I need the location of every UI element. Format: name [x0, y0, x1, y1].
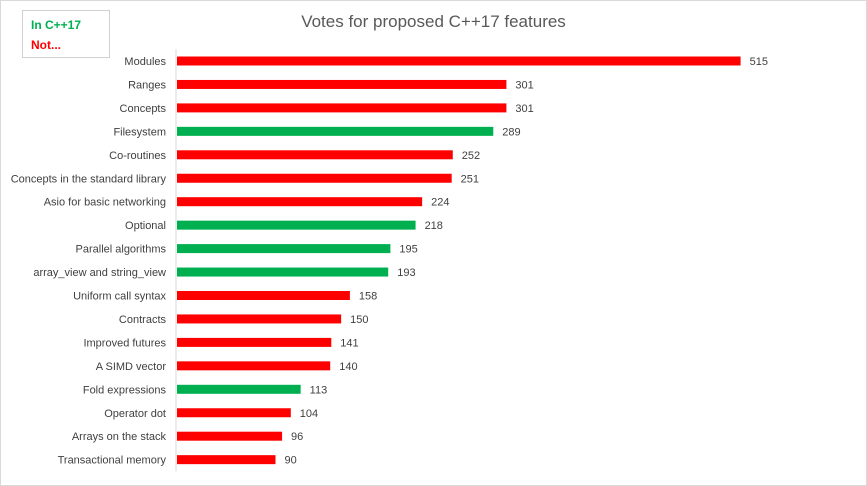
data-label: 224 — [431, 197, 449, 209]
bar — [177, 103, 507, 113]
category-label: Modules — [124, 56, 166, 68]
data-label: 301 — [515, 103, 533, 115]
chart-title: Votes for proposed C++17 features — [301, 12, 566, 31]
data-label: 104 — [300, 408, 318, 420]
data-label: 141 — [340, 337, 358, 349]
bar — [177, 408, 291, 418]
category-label: A SIMD vector — [96, 361, 167, 373]
category-label: Improved futures — [83, 337, 166, 349]
bar — [177, 220, 416, 230]
data-label: 158 — [359, 291, 377, 303]
category-label: Fold expressions — [83, 384, 167, 396]
data-label: 150 — [350, 314, 368, 326]
bar — [177, 126, 494, 136]
category-label: Ranges — [128, 79, 166, 91]
data-label: 289 — [502, 126, 520, 138]
bar — [177, 79, 507, 89]
bar — [177, 291, 350, 300]
legend: In C++17 Not... — [22, 10, 110, 58]
bar — [177, 267, 389, 277]
category-label: Operator dot — [104, 408, 166, 420]
data-label: 301 — [515, 79, 533, 91]
bar — [177, 197, 423, 207]
legend-entry-in: In C++17 — [31, 18, 82, 32]
category-label: Asio for basic networking — [44, 197, 166, 209]
category-label: Optional — [125, 220, 166, 232]
category-label: Uniform call syntax — [73, 291, 166, 303]
data-label: 140 — [339, 361, 357, 373]
data-label: 251 — [461, 173, 479, 185]
category-label: array_view and string_view — [33, 267, 166, 279]
data-label: 515 — [750, 56, 768, 68]
bar — [177, 361, 331, 371]
data-label: 252 — [462, 150, 480, 162]
category-label: Concepts in the standard library — [11, 173, 167, 185]
bar — [177, 384, 301, 394]
category-label: Transactional memory — [58, 455, 167, 467]
bar — [177, 244, 391, 254]
data-label: 113 — [310, 384, 328, 396]
data-label: 193 — [397, 267, 415, 279]
bar — [177, 314, 342, 324]
category-label: Filesystem — [113, 126, 166, 138]
category-label: Arrays on the stack — [72, 431, 167, 443]
bar — [177, 337, 332, 347]
legend-entry-not: Not... — [31, 38, 61, 52]
category-label: Contracts — [119, 314, 167, 326]
bar — [177, 150, 453, 160]
bar — [177, 173, 452, 183]
data-label: 90 — [284, 455, 296, 467]
bar — [177, 56, 741, 66]
data-label: 195 — [399, 244, 417, 256]
bar — [177, 455, 276, 465]
data-label: 96 — [291, 431, 303, 443]
data-label: 218 — [425, 220, 443, 232]
bar — [177, 431, 283, 441]
category-label: Co-routines — [109, 150, 166, 162]
category-label: Parallel algorithms — [76, 244, 167, 256]
category-label: Concepts — [120, 103, 167, 115]
